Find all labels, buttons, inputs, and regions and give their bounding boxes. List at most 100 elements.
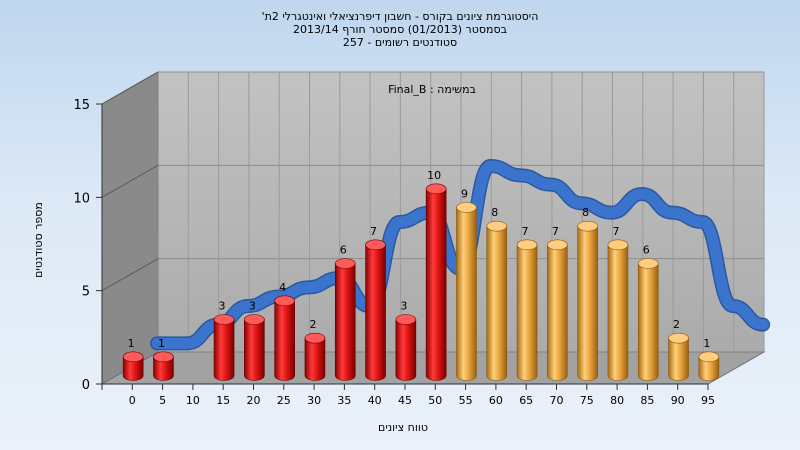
x-tick-label: 30 <box>307 394 321 407</box>
x-tick-label: 25 <box>277 394 291 407</box>
bar-body <box>365 244 386 381</box>
bar-body <box>486 225 508 381</box>
bar-body <box>456 207 477 381</box>
data-label: 3 <box>219 300 226 313</box>
data-label: 7 <box>370 225 377 238</box>
bar-body <box>153 356 174 381</box>
bar-top <box>213 314 235 325</box>
data-label: 1 <box>703 337 710 350</box>
data-label: 1 <box>158 337 165 350</box>
bar-body <box>425 188 447 381</box>
bar-top <box>122 351 144 363</box>
data-label: 7 <box>612 225 619 238</box>
bar-top <box>365 239 386 251</box>
data-label: 3 <box>400 300 407 313</box>
x-tick-label: 10 <box>186 394 200 407</box>
data-labels: 1 1 3 3 4 2 6 7 3 10 9 8 7 7 8 7 6 2 1 <box>128 169 711 350</box>
y-tick-label: 0 <box>82 378 90 393</box>
bar-top <box>153 351 174 363</box>
bar-top <box>304 332 326 344</box>
bar-top <box>456 202 477 213</box>
x-tick-label: 0 <box>129 394 136 407</box>
bar-5 <box>153 351 174 381</box>
bar-25 <box>274 295 295 381</box>
x-tick-label: 85 <box>640 394 654 407</box>
bar-top <box>334 258 356 269</box>
bar-body <box>516 244 538 381</box>
side-gridline <box>101 258 159 292</box>
bar-body <box>122 356 144 381</box>
bar-top <box>577 220 598 232</box>
bar-body <box>274 300 295 381</box>
bar-65 <box>516 239 538 381</box>
x-tick-label: 90 <box>671 394 685 407</box>
bar-85 <box>637 258 659 381</box>
bar-60 <box>486 220 508 381</box>
bar-top <box>486 220 508 232</box>
bar-body <box>395 319 417 381</box>
bar-top <box>244 314 265 325</box>
data-label: 2 <box>309 318 316 331</box>
bar-40 <box>365 239 386 381</box>
x-axis: 0 5 10 15 20 25 30 35 40 45 50 55 60 65 70 75 80 85 90 95 <box>101 384 715 407</box>
x-tick-label: 95 <box>701 394 715 407</box>
chart-title: היסטוגרמת ציונים בקורס - חשבון דיפרנציאל… <box>0 10 800 49</box>
bar-body <box>304 337 326 381</box>
bar-50 <box>425 183 447 381</box>
y-axis-label: מספר סטודנטים <box>32 202 45 278</box>
task-annotation: במשימה : Final_B <box>388 83 476 96</box>
bar-80 <box>607 239 629 381</box>
bar-top <box>516 239 538 251</box>
x-tick-label: 70 <box>550 394 564 407</box>
x-tick-label: 20 <box>247 394 261 407</box>
bar-70 <box>547 239 568 381</box>
x-tick-label: 45 <box>398 394 412 407</box>
y-tick-label: 5 <box>82 285 90 300</box>
bar-45 <box>395 314 417 381</box>
bar-20 <box>244 314 265 381</box>
chart-title-line-1: היסטוגרמת ציונים בקורס - חשבון דיפרנציאל… <box>261 10 539 23</box>
bar-top <box>547 239 568 251</box>
data-label: 1 <box>128 337 135 350</box>
chart-title-line-3: סטודנטים רשומים - 257 <box>342 36 458 49</box>
bar-body <box>244 319 265 381</box>
bar-35 <box>334 258 356 381</box>
bar-body <box>698 356 720 381</box>
x-tick-label: 35 <box>337 394 351 407</box>
bar-body <box>668 337 689 381</box>
bar-75 <box>577 220 598 381</box>
x-tick-label: 65 <box>519 394 533 407</box>
chart-title-line-2: בסמסטר (01/2013) סמסטר חורף 2013/14 <box>293 23 507 36</box>
data-label: 8 <box>491 206 498 219</box>
data-label: 4 <box>279 281 286 294</box>
data-label: 7 <box>522 225 529 238</box>
bar-30 <box>304 332 326 381</box>
bar-body <box>334 263 356 381</box>
bar-95 <box>698 351 720 381</box>
y-axis: 0 5 10 15 <box>73 98 103 393</box>
data-label: 3 <box>249 300 256 313</box>
bar-top <box>274 295 295 307</box>
side-gridline <box>101 71 159 105</box>
y-tick-label: 15 <box>73 98 90 113</box>
data-label: 8 <box>582 206 589 219</box>
bar-body <box>547 244 568 381</box>
data-label: 6 <box>340 244 347 257</box>
side-gridline <box>101 164 159 198</box>
bar-body <box>607 244 629 381</box>
x-tick-label: 50 <box>428 394 442 407</box>
bar-top <box>607 239 629 251</box>
bar-top <box>395 314 417 325</box>
bar-body <box>637 263 659 381</box>
bar-0 <box>122 351 144 381</box>
x-tick-label: 60 <box>489 394 503 407</box>
x-tick-label: 15 <box>216 394 230 407</box>
x-tick-label: 55 <box>459 394 473 407</box>
bars <box>122 183 720 381</box>
bar-top <box>698 351 720 363</box>
y-tick-label: 10 <box>73 191 90 206</box>
x-axis-label: טווח ציונים <box>378 421 428 434</box>
bar-body <box>577 225 598 381</box>
data-label: 10 <box>427 169 441 182</box>
